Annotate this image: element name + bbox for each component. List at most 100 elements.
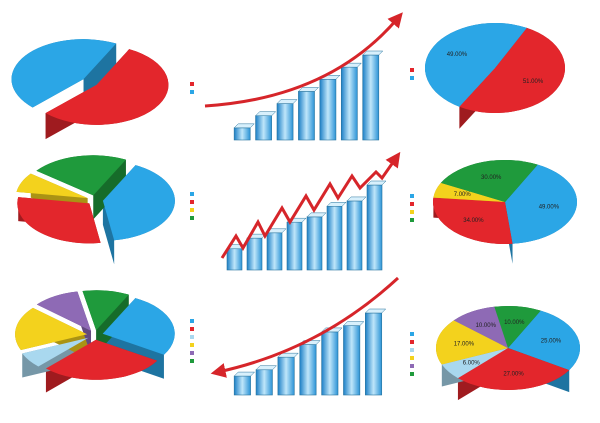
bar <box>298 91 315 141</box>
pie-slice <box>36 155 126 196</box>
pie-slice <box>433 182 505 202</box>
data-label: 17.00% <box>454 342 475 348</box>
legend-swatch <box>190 82 194 86</box>
pie-slice <box>508 310 581 371</box>
data-label: 27.00% <box>503 371 524 377</box>
bar <box>255 115 272 141</box>
bar <box>277 356 295 396</box>
bar-top <box>255 365 278 371</box>
legend-swatch <box>190 351 194 355</box>
data-label: 49.00% <box>539 204 560 210</box>
pie-slice <box>22 337 89 367</box>
legend-swatch <box>190 343 194 347</box>
trend-arrow <box>204 12 403 108</box>
data-label: 30.00% <box>481 175 502 181</box>
pie-slice <box>440 160 538 202</box>
legend-swatch <box>410 218 414 222</box>
bar <box>226 248 243 271</box>
legend-swatch <box>190 335 194 339</box>
bar-top <box>233 371 256 377</box>
bar <box>346 200 363 271</box>
pie-slice <box>15 307 88 351</box>
bar-top <box>254 111 277 116</box>
bar-top <box>346 196 367 202</box>
trend-arrow <box>220 151 401 259</box>
legend-swatch <box>410 340 414 344</box>
pie-slice <box>494 306 541 348</box>
bar <box>326 205 343 271</box>
pie-slice <box>102 298 175 355</box>
bar <box>362 54 380 141</box>
bar <box>306 216 323 271</box>
pie-slice <box>457 348 570 390</box>
bar <box>366 184 383 271</box>
bar <box>233 127 251 141</box>
bar <box>340 66 358 141</box>
data-label: 34.00% <box>463 218 484 224</box>
trend-arrow <box>210 276 400 378</box>
data-label: 6.00% <box>463 360 481 366</box>
bar <box>299 344 317 396</box>
data-label: 49.00% <box>447 52 468 58</box>
bar <box>246 237 263 271</box>
pie-slice <box>45 339 158 380</box>
data-label: 10.00% <box>504 320 525 326</box>
bar <box>321 331 339 396</box>
legend-swatch <box>410 194 414 198</box>
bar <box>233 375 251 396</box>
bar-top <box>364 308 387 314</box>
bar-top <box>342 321 365 326</box>
pie-slice <box>459 27 565 113</box>
pie-slice <box>505 164 577 244</box>
pie-slice <box>441 348 508 379</box>
pie-slice <box>17 197 101 244</box>
data-label: 7.00% <box>454 192 472 198</box>
legend-swatch <box>410 76 414 80</box>
legend-swatch <box>190 200 194 204</box>
legend-swatch <box>190 208 194 212</box>
bar <box>266 232 283 271</box>
legend-swatch <box>190 319 194 323</box>
legend-swatch <box>410 364 414 368</box>
legend-swatch <box>190 327 194 331</box>
pie-slice <box>45 49 169 125</box>
bar-top <box>306 212 327 218</box>
pie-slice <box>11 39 117 108</box>
bar-top <box>297 87 320 92</box>
bar <box>365 312 383 396</box>
pie-slice <box>36 291 92 331</box>
legend-swatch <box>410 356 414 360</box>
legend-swatch <box>410 348 414 352</box>
bar-top <box>366 180 387 186</box>
legend-swatch <box>190 359 194 363</box>
pie-slice <box>102 165 175 241</box>
data-label: 10.00% <box>476 323 497 329</box>
bar <box>343 325 361 396</box>
data-label: 51.00% <box>523 79 544 85</box>
bar-top <box>326 202 347 207</box>
pie-slice <box>82 290 129 331</box>
plot-area: 51.00% 49.00% 49.00% 34.00% 7.00% 30.00% 25.00… <box>11 22 581 412</box>
legend-swatch <box>410 202 414 206</box>
legend-swatch <box>410 210 414 214</box>
bar <box>319 78 337 141</box>
pie-slice <box>424 22 527 107</box>
legend-swatch <box>410 372 414 376</box>
bar-top <box>276 99 298 104</box>
legend-swatch <box>190 192 194 196</box>
bar-top <box>362 50 384 56</box>
bar-top <box>233 123 255 129</box>
legend-swatch <box>190 216 194 220</box>
pie-slice <box>433 197 513 244</box>
bar <box>286 221 303 271</box>
pie-slice <box>16 173 88 199</box>
legend-swatch <box>410 332 414 336</box>
legend-swatch <box>410 68 414 72</box>
data-label: 25.00% <box>541 339 562 345</box>
legend-swatch <box>190 90 194 94</box>
bar <box>276 103 294 141</box>
bar <box>255 369 273 396</box>
pie-slice <box>453 306 508 348</box>
pie-slice <box>435 320 508 365</box>
